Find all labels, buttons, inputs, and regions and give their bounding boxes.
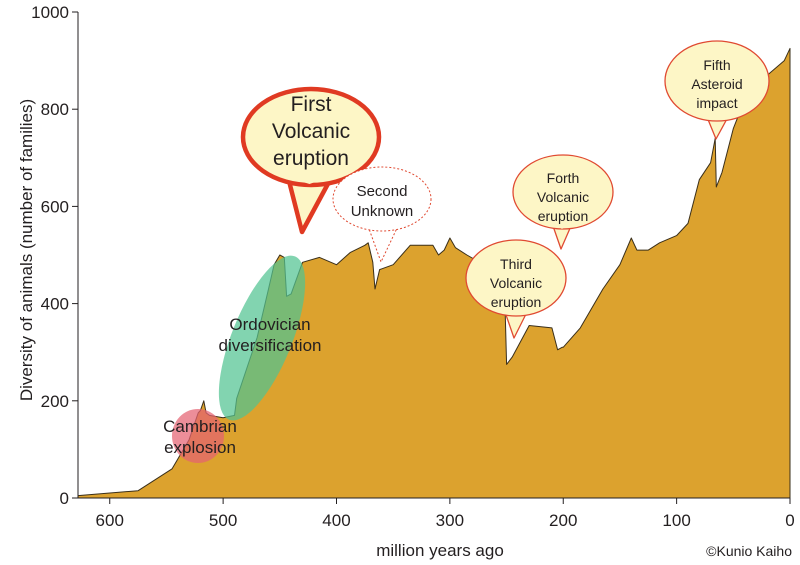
callout-text-line: impact (696, 95, 737, 111)
y-tick-label: 1000 (31, 3, 69, 22)
callout-text: Fifth Asteroid impact (691, 57, 742, 111)
callout-text-line: Asteroid (691, 76, 742, 92)
ellipse-label-line: diversification (219, 336, 322, 355)
callout-text: Third Volcanic eruption (490, 256, 542, 310)
callout-body (240, 86, 382, 188)
y-axis-title: Diversity of animals (number of families… (17, 99, 36, 401)
callout-bubble-0: First Volcanic eruption (240, 86, 382, 235)
callout-body (664, 40, 770, 122)
callout-text-line: Fifth (703, 57, 730, 73)
callout-bubble-1: Second Unknown (332, 166, 432, 263)
diversification-ellipses: Cambrian explosion Ordovician diversificati… (163, 255, 322, 463)
callout-text: First Volcanic eruption (272, 93, 350, 170)
ellipse-1 (218, 255, 306, 421)
ellipse-0 (172, 409, 224, 463)
x-tick-label: 200 (549, 511, 577, 530)
callout-seam (369, 223, 397, 229)
callout-text-line: eruption (538, 208, 589, 224)
x-axis-title: million years ago (376, 541, 504, 560)
callout-seam (290, 177, 329, 184)
callout-text-line: Forth (547, 170, 580, 186)
y-tick-label: 600 (41, 197, 69, 216)
ellipse-label-line: explosion (164, 438, 236, 457)
x-tick-label: 400 (322, 511, 350, 530)
credit-text: ©Kunio Kaiho (706, 543, 792, 559)
callout-seam (554, 223, 570, 229)
callout-text: Second Unknown (351, 183, 414, 220)
callout-text-line: Volcanic (272, 120, 350, 143)
callout-bubble-4: Fifth Asteroid impact (664, 40, 770, 140)
event-callouts: First Volcanic eruption Second Unknown Third V… (240, 40, 770, 339)
ellipse-label-0: Cambrian explosion (163, 417, 237, 457)
callout-text-line: Third (500, 256, 532, 272)
callout-tail (367, 225, 399, 263)
callout-text-line: eruption (273, 147, 349, 170)
callout-body (465, 239, 567, 317)
callout-text: Forth Volcanic eruption (537, 170, 589, 224)
x-tick-label: 600 (96, 511, 124, 530)
x-tick-label: 500 (209, 511, 237, 530)
callout-seam (506, 309, 526, 315)
ellipse-label-1: Ordovician diversification (219, 315, 322, 355)
x-tick-label: 300 (436, 511, 464, 530)
callout-bubble-3: Forth Volcanic eruption (512, 154, 614, 250)
y-tick-label: 200 (41, 392, 69, 411)
y-tick-label: 400 (41, 295, 69, 314)
y-tick-label: 800 (41, 100, 69, 119)
callout-seam (708, 114, 727, 120)
callout-text-line: eruption (491, 294, 542, 310)
y-tick-label: 0 (60, 489, 69, 508)
callout-body (332, 166, 432, 232)
callout-body (512, 154, 614, 230)
callout-text-line: Unknown (351, 203, 414, 220)
ellipse-label-line: Cambrian (163, 417, 237, 436)
x-tick-label: 0 (785, 511, 794, 530)
callout-text-line: First (291, 93, 332, 116)
ellipse-label-line: Ordovician (229, 315, 310, 334)
callout-text-line: Second (357, 183, 408, 200)
callout-tail (286, 177, 333, 235)
callout-bubble-2: Third Volcanic eruption (465, 239, 567, 339)
callout-text-line: Volcanic (490, 275, 542, 291)
callout-text-line: Volcanic (537, 189, 589, 205)
x-tick-label: 100 (662, 511, 690, 530)
